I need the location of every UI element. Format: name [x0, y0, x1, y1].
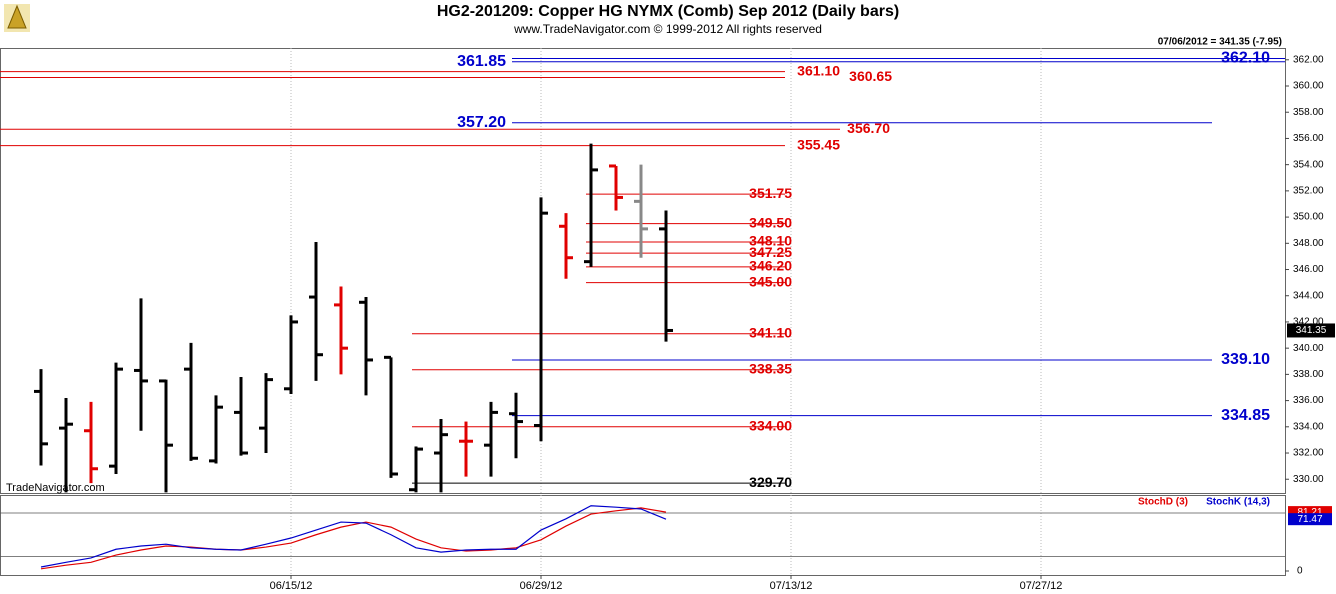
last-price-label: 341.35 — [1296, 325, 1327, 336]
stoch-line — [40, 505, 667, 568]
watermark: TradeNavigator.com — [6, 482, 105, 494]
x-tick-label: 07/27/12 — [1020, 580, 1063, 592]
level-label: 338.35 — [749, 360, 792, 376]
y-tick-label: 342.00 — [1293, 317, 1324, 328]
level-label: 356.70 — [847, 120, 890, 136]
y-tick-label: 336.00 — [1293, 395, 1324, 406]
level-label: 347.25 — [749, 244, 792, 260]
last-price-tag — [1287, 323, 1335, 338]
y-tick-label: 346.00 — [1293, 264, 1324, 275]
level-label: 351.75 — [749, 185, 792, 201]
level-label: 339.10 — [1221, 351, 1270, 368]
last-value-label: 81.21 — [1297, 507, 1322, 518]
y-tick-label: 360.00 — [1293, 81, 1324, 92]
stoch-line — [40, 507, 667, 570]
y-tick-label: 362.00 — [1293, 54, 1324, 65]
level-label: 362.10 — [1221, 50, 1270, 67]
y-tick-label: 350.00 — [1293, 212, 1324, 223]
level-label: 334.85 — [1221, 407, 1270, 424]
y-tick-label: 340.00 — [1293, 343, 1324, 354]
level-label: 345.00 — [749, 273, 792, 289]
y-tick-label: 358.00 — [1293, 107, 1324, 118]
y-tick-label: 0 — [1297, 566, 1303, 577]
level-label: 357.20 — [457, 114, 506, 131]
y-tick-label: 354.00 — [1293, 159, 1324, 170]
chart-subtitle: www.TradeNavigator.com © 1999-2012 All r… — [513, 22, 822, 36]
level-label: 360.65 — [849, 68, 892, 84]
level-label: 341.10 — [749, 324, 792, 340]
x-tick-label: 06/29/12 — [520, 580, 563, 592]
level-label: 355.45 — [797, 136, 840, 152]
y-tick-label: 344.00 — [1293, 290, 1324, 301]
y-tick-label: 332.00 — [1293, 448, 1324, 459]
x-tick-label: 07/13/12 — [770, 580, 813, 592]
price-panel-frame — [0, 48, 1286, 494]
chart-title: HG2-201209: Copper HG NYMX (Comb) Sep 20… — [437, 3, 899, 20]
level-label: 346.20 — [749, 258, 792, 274]
level-label: 361.10 — [797, 62, 840, 78]
stoch-panel-frame — [0, 495, 1286, 576]
legend-entry: StochD (3) — [1138, 497, 1188, 508]
level-label: 348.10 — [749, 233, 792, 249]
last-value-label: 71.47 — [1297, 514, 1322, 525]
level-label: 329.70 — [749, 474, 792, 490]
last-bar-info: 07/06/2012 = 341.35 (-7.95) — [1158, 37, 1282, 48]
level-label: 334.00 — [749, 418, 792, 434]
x-tick-label: 06/15/12 — [270, 580, 313, 592]
y-tick-label: 348.00 — [1293, 238, 1324, 249]
logo — [4, 4, 30, 32]
y-tick-label: 334.00 — [1293, 421, 1324, 432]
y-tick-label: 356.00 — [1293, 133, 1324, 144]
logo-mark — [7, 4, 27, 29]
level-label: 349.50 — [749, 214, 792, 230]
y-tick-label: 352.00 — [1293, 186, 1324, 197]
y-tick-label: 338.00 — [1293, 369, 1324, 380]
y-tick-label: 330.00 — [1293, 474, 1324, 485]
last-value-tag — [1288, 513, 1332, 526]
legend-entry: StochK (14,3) — [1206, 497, 1270, 508]
level-label: 361.85 — [457, 53, 506, 70]
